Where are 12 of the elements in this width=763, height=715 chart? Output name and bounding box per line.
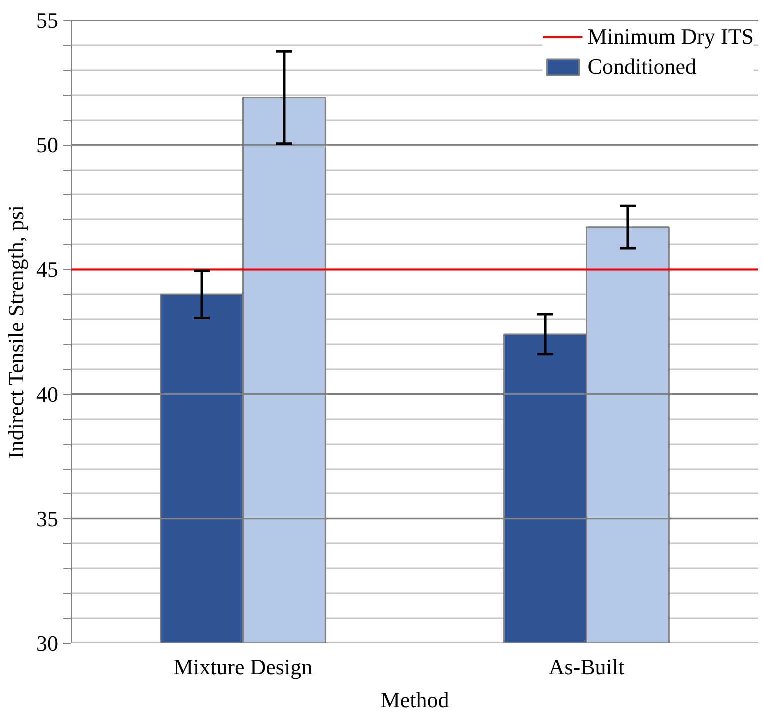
y-tick-label: 45 (36, 257, 58, 282)
y-tick-label: 30 (36, 631, 58, 656)
y-axis-title: Indirect Tensile Strength, psi (4, 205, 28, 459)
y-tick-label: 50 (36, 132, 58, 158)
y-tick-label: 40 (36, 382, 58, 407)
y-tick-label: 55 (36, 8, 58, 33)
x-tick-label: Mixture Design (174, 654, 313, 680)
x-axis-title: Method (380, 688, 450, 712)
x-tick-label: As-Built (548, 654, 625, 680)
legend-label: Minimum Dry ITS (588, 24, 754, 50)
legend-label: Conditioned (588, 54, 697, 80)
y-tick-label: 35 (36, 506, 58, 532)
